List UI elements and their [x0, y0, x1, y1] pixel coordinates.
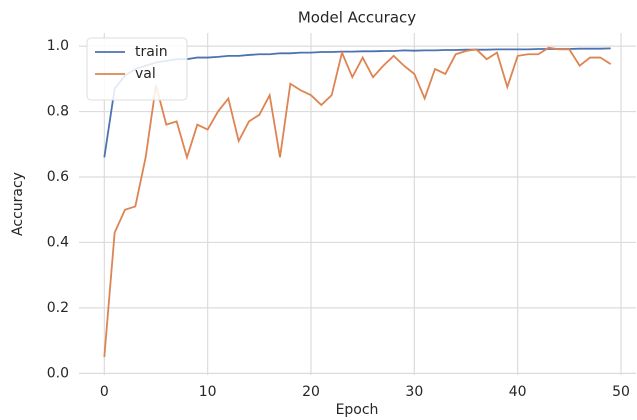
- x-tick-label: 30: [405, 384, 423, 400]
- data-line: [103, 46, 612, 358]
- x-tick-label: 0: [100, 384, 109, 400]
- y-tick-label: 0.6: [47, 169, 69, 185]
- y-axis-label: Accuracy: [10, 172, 26, 236]
- legend: train val: [86, 37, 188, 101]
- legend-label: train: [135, 44, 168, 60]
- x-tick-label: 20: [302, 384, 320, 400]
- y-tick-label: 0.8: [47, 104, 69, 120]
- y-tick-label: 0.4: [47, 234, 69, 250]
- legend-label: val: [135, 66, 156, 82]
- x-tick-label: 10: [199, 384, 217, 400]
- x-axis-label: Epoch: [336, 402, 379, 418]
- y-tick-label: 0.2: [47, 300, 69, 316]
- y-tick-label: 0.0: [47, 365, 69, 381]
- legend-box: [86, 37, 188, 101]
- chart-title: Model Accuracy: [298, 9, 416, 27]
- x-tick-label: 40: [509, 384, 527, 400]
- x-tick-label: 50: [612, 384, 630, 400]
- y-tick-label: 1.0: [47, 38, 69, 54]
- data-line: [103, 47, 611, 158]
